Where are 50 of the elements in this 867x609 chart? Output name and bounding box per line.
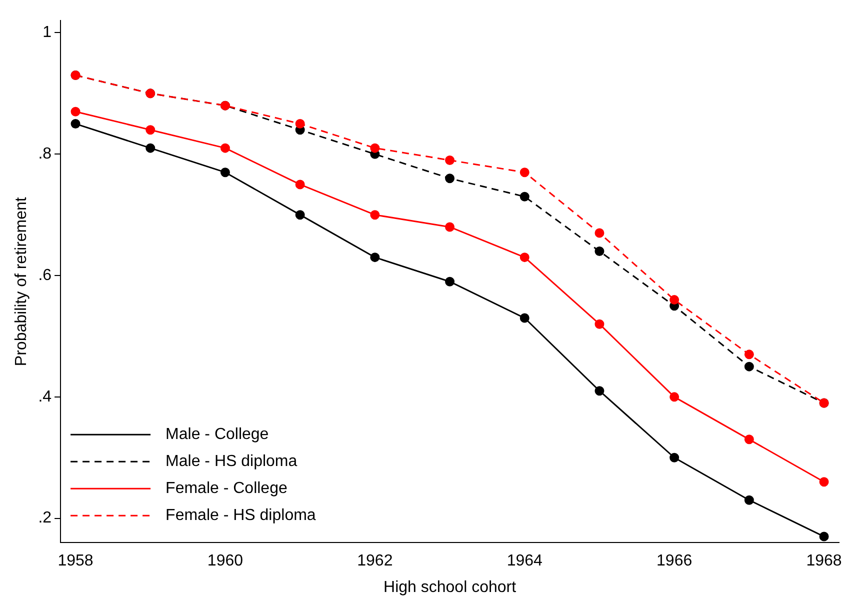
point (594, 319, 604, 329)
point (744, 362, 754, 372)
point (744, 350, 754, 360)
point (819, 477, 829, 487)
point (445, 174, 455, 184)
x-tick-label: 1962 (357, 552, 393, 570)
point (594, 386, 604, 396)
point (520, 313, 530, 323)
point (146, 125, 156, 135)
point (370, 210, 380, 220)
legend-label: Male - College (166, 426, 269, 444)
point (744, 434, 754, 444)
legend-label: Male - HS diploma (166, 453, 298, 470)
point (445, 276, 455, 286)
x-tick-label: 1964 (506, 552, 543, 570)
x-axis-title: High school cohort (384, 578, 517, 596)
x-tick-label: 1960 (207, 552, 244, 570)
point (370, 252, 380, 262)
point (220, 168, 230, 178)
point (445, 155, 455, 165)
y-tick-label: .6 (38, 266, 52, 284)
point (295, 119, 305, 129)
point (146, 143, 156, 153)
point (70, 106, 80, 116)
point (295, 210, 305, 220)
point (520, 192, 530, 202)
y-tick-label: .8 (38, 146, 52, 163)
point (445, 222, 455, 232)
point (70, 119, 80, 129)
point (594, 246, 604, 256)
y-axis-title: Probability of retirement (13, 196, 30, 366)
point (520, 252, 530, 262)
point (520, 168, 530, 178)
x-tick-label: 1968 (806, 552, 842, 570)
x-tick-label: 1966 (656, 552, 692, 570)
point (220, 143, 230, 153)
y-tick-label: .2 (38, 510, 52, 527)
point (670, 452, 680, 462)
point (295, 180, 305, 190)
point (370, 143, 380, 153)
point (670, 295, 680, 305)
x-tick-label: 1958 (58, 552, 94, 570)
y-tick-label: 1 (42, 24, 52, 42)
legend-label: Female - HS diploma (166, 507, 316, 524)
y-tick-label: .4 (38, 388, 52, 406)
point (670, 392, 680, 402)
point (744, 495, 754, 505)
legend-label: Female - College (166, 480, 288, 498)
point (819, 532, 829, 542)
point (594, 228, 604, 238)
